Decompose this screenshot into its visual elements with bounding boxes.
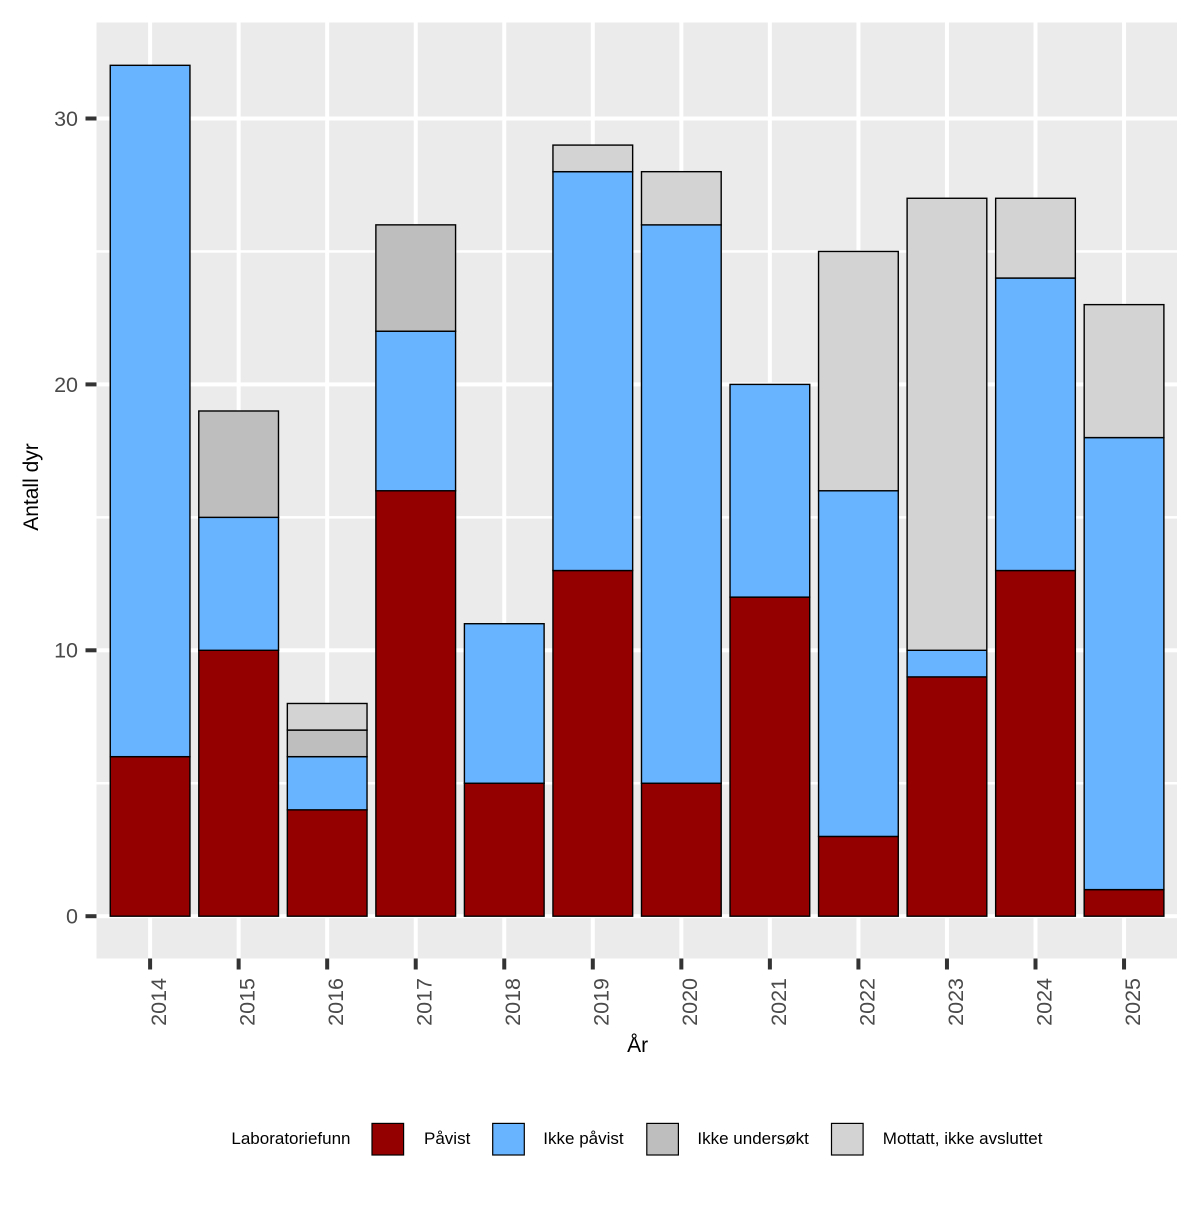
- svg-text:2016: 2016: [324, 978, 348, 1026]
- svg-text:0: 0: [66, 905, 78, 929]
- svg-text:20: 20: [54, 373, 78, 397]
- svg-text:2014: 2014: [147, 978, 171, 1026]
- svg-text:År: År: [627, 1034, 648, 1057]
- svg-text:2019: 2019: [590, 978, 614, 1026]
- svg-text:2017: 2017: [413, 978, 437, 1026]
- svg-text:2015: 2015: [236, 978, 260, 1026]
- svg-text:2023: 2023: [944, 978, 968, 1026]
- svg-text:2020: 2020: [678, 978, 702, 1026]
- svg-text:10: 10: [54, 639, 78, 663]
- svg-text:2024: 2024: [1032, 978, 1056, 1026]
- svg-text:2022: 2022: [855, 978, 879, 1026]
- svg-text:Ikke undersøkt: Ikke undersøkt: [697, 1129, 809, 1148]
- svg-text:30: 30: [54, 107, 78, 131]
- svg-text:Påvist: Påvist: [424, 1129, 471, 1148]
- svg-text:2025: 2025: [1121, 978, 1145, 1026]
- svg-text:Ikke påvist: Ikke påvist: [543, 1129, 624, 1148]
- svg-text:2021: 2021: [767, 978, 791, 1026]
- svg-text:2018: 2018: [501, 978, 525, 1026]
- svg-text:Antall dyr: Antall dyr: [20, 443, 43, 531]
- svg-text:Mottatt, ikke avsluttet: Mottatt, ikke avsluttet: [883, 1129, 1043, 1148]
- svg-text:Laboratoriefunn: Laboratoriefunn: [231, 1129, 350, 1148]
